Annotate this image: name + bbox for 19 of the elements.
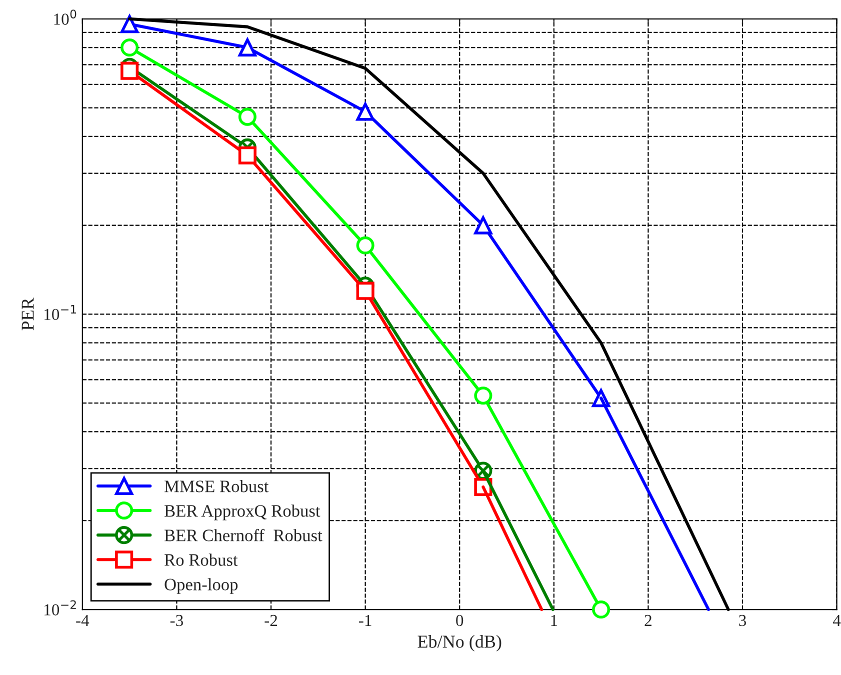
y-tick-label: 10$^{0}$ [54,10,76,25]
x-tick-label: 0 [456,614,464,626]
x-tick-label: -2 [264,614,278,626]
legend-label: BER ApproxQ Robust [164,504,320,520]
legend-label: Open-loop [164,578,238,594]
x-tick-label: -1 [358,614,372,626]
y-tick-label: 10$^{−2}$ [44,600,76,616]
x-tick-label: 2 [644,614,652,626]
x-tick-label: -3 [170,614,184,626]
y-tick-label: 10$^{−1}$ [44,305,76,320]
legend-label: Ro Robust [164,554,238,566]
x-tick-label: 1 [551,614,558,626]
x-axis-title: Eb/No (dB) [418,635,502,652]
x-tick-label: 4 [832,614,841,626]
legend-label: BER Chernoff Robust [164,528,322,542]
y-axis-title: PER [22,298,34,330]
x-tick-label: -4 [76,614,90,626]
x-tick-label: 3 [739,614,746,626]
legend-label: MMSE Robust [164,480,269,492]
